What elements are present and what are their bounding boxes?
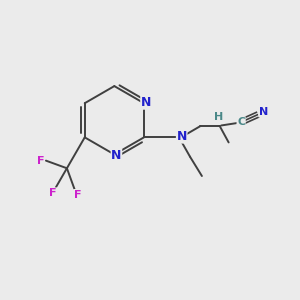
Text: C: C [237,117,245,127]
Text: F: F [37,156,44,166]
Text: N: N [141,96,151,109]
Text: N: N [111,148,122,162]
Text: H: H [214,112,223,122]
Text: N: N [259,107,268,117]
Text: F: F [49,188,56,198]
Text: N: N [176,130,187,143]
Text: F: F [74,190,81,200]
